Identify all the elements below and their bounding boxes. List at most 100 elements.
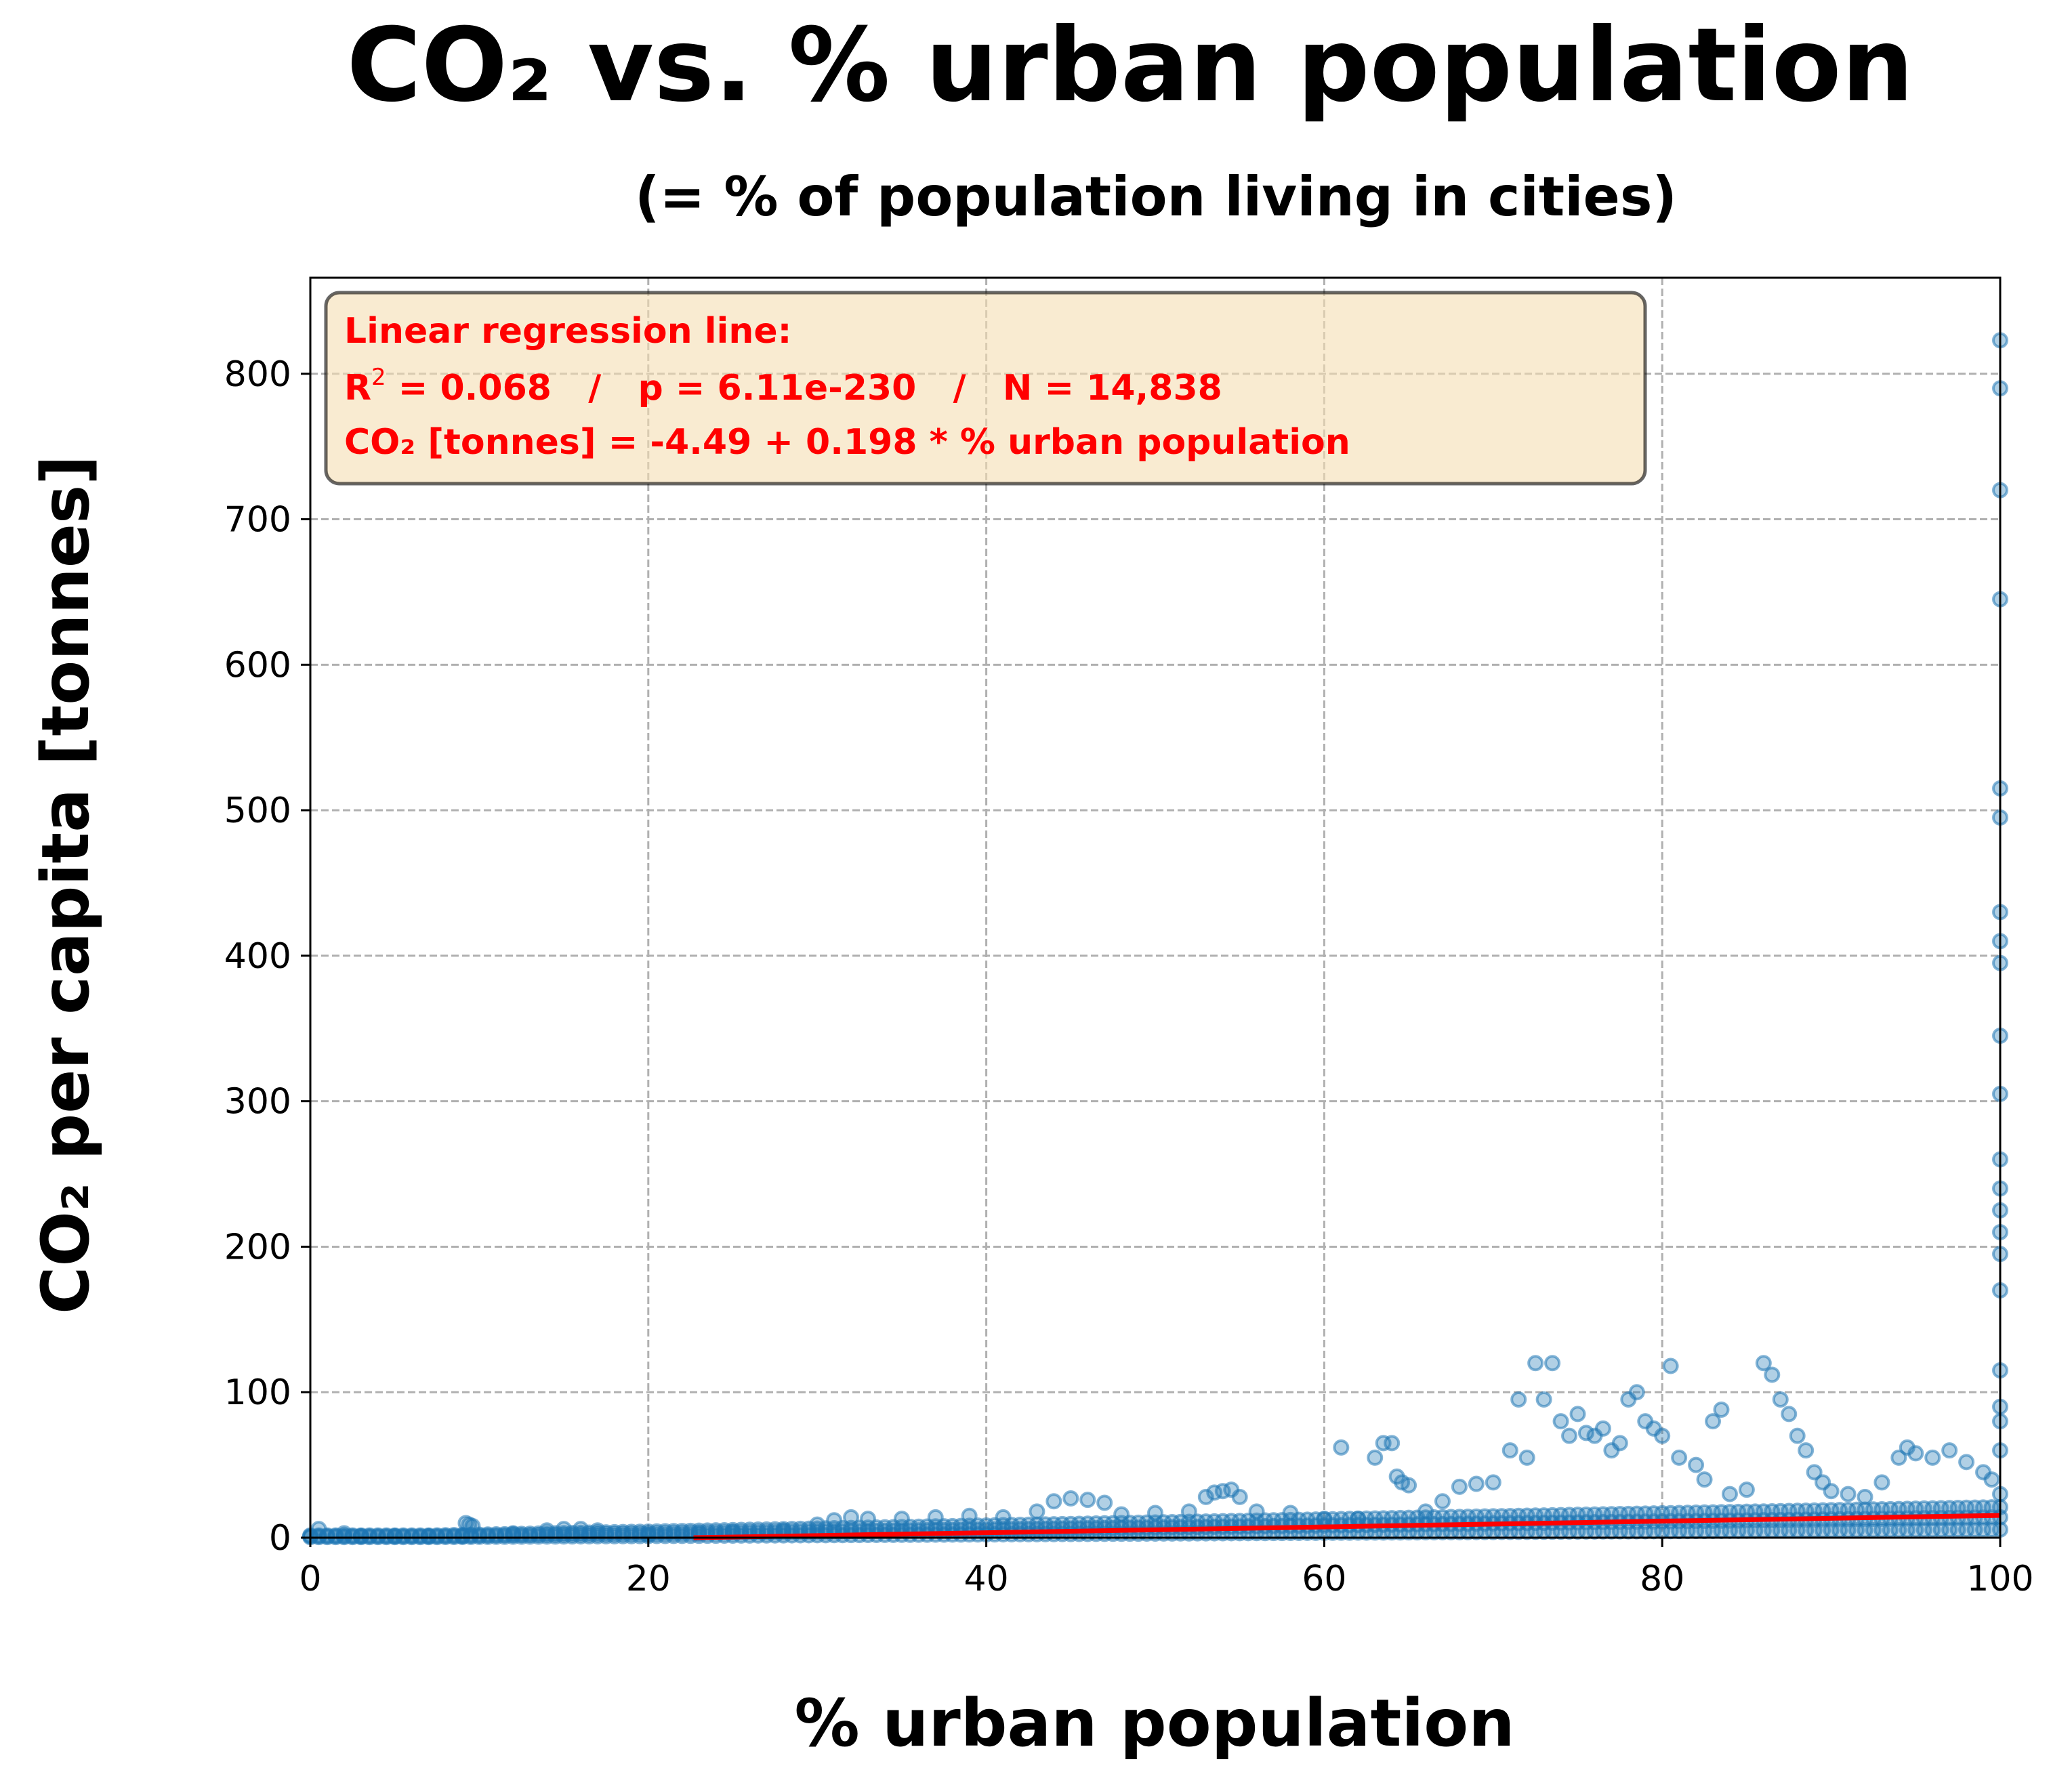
scatter-point [1594, 1420, 1611, 1437]
scatter-point [1029, 1503, 1045, 1520]
scatter-point [589, 1522, 606, 1539]
scatter-point [1485, 1474, 1501, 1491]
scatter-point [860, 1511, 877, 1528]
scatter-point [1079, 1492, 1096, 1509]
scatter-point [1510, 1391, 1527, 1408]
scatter-point [961, 1507, 978, 1524]
scatter-point [1755, 1355, 1772, 1372]
annotation-line-2: R2 = 0.068 / p = 6.11e-230 / N = 14,838 [344, 364, 1222, 408]
annotation-line-2-rest: = 0.068 / p = 6.11e-230 / N = 14,838 [386, 368, 1222, 408]
x-tick-label: 0 [299, 1559, 321, 1599]
scatter-point [1197, 1488, 1214, 1505]
scatter-point [1417, 1503, 1434, 1520]
y-tick-label: 200 [224, 1227, 291, 1267]
scatter-point [1628, 1384, 1645, 1401]
y-axis-label: CO₂ per capita [tonnes] [28, 455, 104, 1314]
scatter-point [927, 1509, 944, 1525]
scatter-point [826, 1512, 843, 1529]
scatter-point [1468, 1475, 1485, 1492]
scatter-point [573, 1521, 589, 1538]
scatter-point [1561, 1427, 1578, 1444]
scatter-point [352, 1528, 369, 1544]
regression-annotation: Linear regression line: R2 = 0.068 / p =… [324, 291, 1647, 486]
scatter-point [1958, 1454, 1975, 1471]
x-axis-label: % urban population [794, 1685, 1514, 1761]
scatter-point [1654, 1427, 1671, 1444]
scatter-point [1316, 1511, 1333, 1528]
chart-title: CO₂ vs. % urban population [347, 7, 1914, 125]
scatter-point [1569, 1406, 1586, 1423]
scatter-point [1941, 1442, 1958, 1459]
scatter-point [1611, 1435, 1628, 1452]
annotation-box [324, 291, 1647, 486]
scatter-point [1764, 1366, 1781, 1383]
scatter-point [1738, 1481, 1755, 1498]
scatter-point [1983, 1471, 2000, 1488]
scatter-point [1527, 1355, 1544, 1372]
scatter-point [1282, 1504, 1299, 1521]
y-tick-label: 100 [224, 1372, 291, 1413]
x-tick-label: 60 [1302, 1559, 1346, 1599]
y-tick-label: 0 [269, 1518, 291, 1559]
scatter-point [1890, 1449, 1907, 1466]
scatter-point [420, 1528, 437, 1544]
scatter-point [1798, 1442, 1815, 1459]
scatter-point [893, 1511, 910, 1528]
scatter-point [1434, 1493, 1451, 1510]
x-axis-ticks: 0 20 40 60 80 100 [299, 1538, 2034, 1599]
scatter-point [1721, 1486, 1738, 1502]
y-tick-label: 700 [224, 500, 291, 541]
x-tick-label: 80 [1640, 1559, 1684, 1599]
grid-lines [310, 278, 2000, 1538]
scatter-point [1401, 1477, 1417, 1494]
regression-line [693, 1513, 2001, 1540]
y-tick-label: 600 [224, 645, 291, 686]
scatter-point [1535, 1391, 1552, 1408]
scatter-point [1696, 1471, 1713, 1488]
annotation-line-3: CO₂ [tonnes] = -4.49 + 0.198 * % urban p… [344, 422, 1350, 463]
scatter-point [1789, 1427, 1806, 1444]
scatter-point [1907, 1445, 1924, 1462]
scatter-point [1231, 1488, 1248, 1505]
scatter-point [1873, 1474, 1890, 1491]
scatter-point [1384, 1435, 1401, 1452]
chart-subtitle: (= % of population living in cities) [635, 165, 1677, 228]
y-tick-label: 500 [224, 791, 291, 831]
y-tick-label: 400 [224, 936, 291, 977]
scatter-point [1096, 1494, 1113, 1511]
x-tick-label: 40 [964, 1559, 1009, 1599]
scatter-point [1501, 1442, 1518, 1459]
scatter-point [386, 1528, 403, 1544]
scatter-point [1552, 1413, 1569, 1430]
scatter-point [843, 1509, 860, 1525]
scatter-point [1688, 1456, 1705, 1473]
scatter-point [1248, 1503, 1265, 1520]
scatter-point [995, 1509, 1012, 1525]
scatter-point [310, 1521, 327, 1538]
scatter-point [1451, 1478, 1468, 1495]
scatter-point [1662, 1357, 1679, 1374]
y-tick-label: 300 [224, 1082, 291, 1122]
scatter-point [1857, 1488, 1873, 1505]
scatter-point [1781, 1406, 1798, 1423]
annotation-line-1: Linear regression line: [344, 311, 791, 352]
scatter-point [1367, 1449, 1384, 1466]
annotation-superscript: 2 [371, 364, 386, 391]
annotation-r-symbol: R [344, 368, 371, 408]
scatter-point [1113, 1506, 1130, 1523]
scatter-point [1544, 1355, 1561, 1372]
scatter-point [556, 1521, 573, 1538]
x-tick-label: 20 [626, 1559, 671, 1599]
scatter-point [1705, 1413, 1722, 1430]
scatter-point [539, 1522, 556, 1539]
scatter-point [1671, 1449, 1688, 1466]
scatter-point [1772, 1391, 1789, 1408]
scatter-point [1518, 1449, 1535, 1466]
scatter-point [1840, 1486, 1857, 1502]
scatter-point [1180, 1503, 1197, 1520]
scatter-point [1823, 1483, 1840, 1500]
scatter-point [1924, 1449, 1941, 1466]
scatter-point [1350, 1511, 1367, 1528]
scatter-point [464, 1517, 481, 1534]
